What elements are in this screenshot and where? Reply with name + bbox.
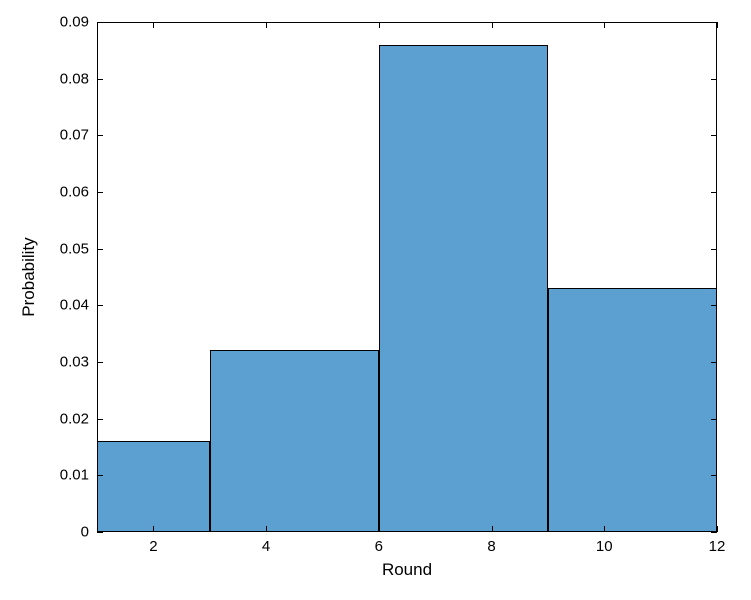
y-tick-label: 0.09 [60,14,89,31]
y-tick-right [711,419,717,420]
histogram-bar [379,45,548,532]
x-tick-label: 12 [709,538,726,555]
histogram-chart: Round Probability 2 4 6 8 10 12 0 0.01 0.02 0.03 0… [0,0,751,600]
x-tick [379,526,380,532]
y-tick-label: 0 [81,524,89,541]
y-tick-label: 0.03 [60,354,89,371]
y-tick-label: 0.06 [60,184,89,201]
y-tick [97,532,103,533]
histogram-bar [97,441,210,532]
axis-box-side [97,531,717,532]
y-tick-right [711,362,717,363]
x-tick [717,526,718,532]
y-tick-label: 0.02 [60,410,89,427]
x-tick-top [717,22,718,28]
axis-box-side [716,22,717,532]
y-tick-right [711,532,717,533]
y-tick [97,475,103,476]
y-tick-right [711,475,717,476]
y-tick [97,305,103,306]
x-tick [266,526,267,532]
y-tick-right [711,79,717,80]
x-tick-label: 4 [262,538,270,555]
y-tick [97,79,103,80]
y-tick-label: 0.08 [60,70,89,87]
x-tick-top [153,22,154,28]
axis-box-side [97,22,98,532]
x-tick-top [266,22,267,28]
axis-box-side [97,22,717,23]
y-tick-right [711,249,717,250]
x-tick-top [492,22,493,28]
y-tick [97,22,103,23]
histogram-bar [548,288,717,532]
y-tick [97,362,103,363]
x-tick-label: 10 [596,538,613,555]
x-tick-label: 6 [375,538,383,555]
x-tick-label: 8 [487,538,495,555]
y-tick [97,135,103,136]
x-axis-label: Round [382,560,432,580]
histogram-bar [210,350,379,532]
y-tick-right [711,135,717,136]
x-tick-label: 2 [149,538,157,555]
y-tick-label: 0.01 [60,467,89,484]
y-tick [97,419,103,420]
x-tick [153,526,154,532]
x-tick [604,526,605,532]
y-tick-right [711,22,717,23]
y-tick-right [711,305,717,306]
y-axis-label: Probability [19,237,39,316]
y-tick [97,192,103,193]
x-tick [492,526,493,532]
x-tick-top [604,22,605,28]
y-tick-right [711,192,717,193]
y-tick [97,249,103,250]
x-tick-top [379,22,380,28]
y-tick-label: 0.05 [60,240,89,257]
y-tick-label: 0.07 [60,127,89,144]
y-tick-label: 0.04 [60,297,89,314]
